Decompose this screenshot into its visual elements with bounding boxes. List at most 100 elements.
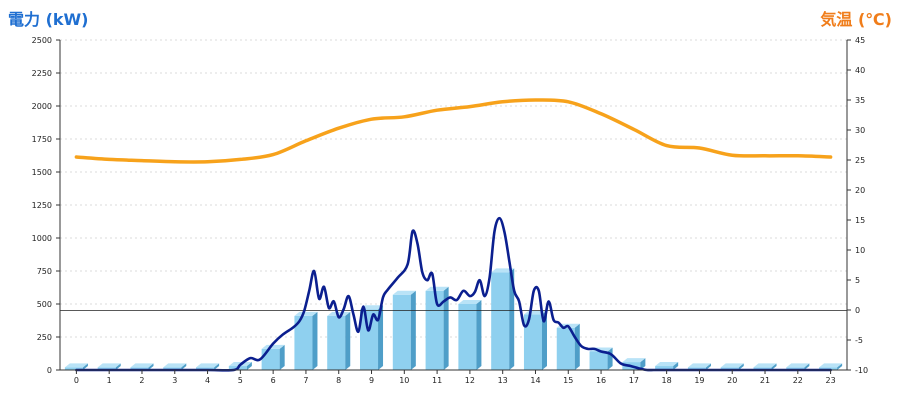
x-tick-label: 9 xyxy=(369,376,374,385)
axes-layer xyxy=(56,39,851,374)
bar xyxy=(130,363,154,370)
bar-side xyxy=(246,362,252,370)
x-tick-label: 23 xyxy=(826,376,836,385)
left-tick-label: 500 xyxy=(37,300,52,309)
bar-top xyxy=(786,363,810,368)
bar xyxy=(655,362,679,370)
bar-front xyxy=(64,367,83,370)
x-tick-label: 13 xyxy=(498,376,508,385)
bar-front xyxy=(163,367,182,370)
bar-front xyxy=(392,294,411,370)
grid-layer xyxy=(60,39,847,338)
right-tick-label: -10 xyxy=(855,366,868,375)
bar-top xyxy=(97,363,121,368)
left-tick-label: 2000 xyxy=(32,102,52,111)
bar-top xyxy=(655,362,679,367)
x-tick-label: 6 xyxy=(271,376,276,385)
x-tick-label: 12 xyxy=(465,376,475,385)
bar-top xyxy=(163,363,187,368)
bar-side xyxy=(509,268,515,370)
bar-front xyxy=(523,314,542,370)
bar xyxy=(720,363,744,370)
bar-side xyxy=(115,363,121,370)
bar-top xyxy=(392,290,416,295)
bar-front xyxy=(786,367,805,370)
bar-side xyxy=(148,363,154,370)
bar xyxy=(360,305,384,370)
bar-front xyxy=(196,367,215,370)
left-tick-label: 1750 xyxy=(32,135,52,144)
left-tick-label: 2500 xyxy=(32,36,52,45)
bar-side xyxy=(574,323,580,370)
bar-side xyxy=(279,344,285,370)
left-axis-title: 電力 (kW) xyxy=(8,10,89,29)
bar-side xyxy=(345,311,351,370)
bar-front xyxy=(97,367,116,370)
bar-front xyxy=(589,351,608,370)
x-tick-label: 1 xyxy=(107,376,112,385)
bar xyxy=(753,363,777,370)
bar-front xyxy=(294,315,313,370)
x-tick-label: 14 xyxy=(530,376,540,385)
bar-front xyxy=(819,367,838,370)
bar-side xyxy=(738,363,744,370)
x-tick-label: 18 xyxy=(662,376,672,385)
right-tick-label: -5 xyxy=(855,336,863,345)
bar xyxy=(491,268,515,370)
bar-side xyxy=(541,310,547,370)
bar-side xyxy=(410,290,416,370)
bar xyxy=(687,363,711,370)
left-tick-label: 2250 xyxy=(32,69,52,78)
bar-front xyxy=(130,367,149,370)
bar-side xyxy=(804,363,810,370)
right-tick-label: 0 xyxy=(855,306,860,315)
right-tick-label: 20 xyxy=(855,186,865,195)
x-tick-label: 19 xyxy=(694,376,704,385)
bar-front xyxy=(491,272,510,370)
x-tick-label: 15 xyxy=(563,376,573,385)
bar xyxy=(261,344,285,370)
power-line xyxy=(75,216,832,372)
x-tick-label: 22 xyxy=(793,376,803,385)
power-line-layer xyxy=(75,216,832,372)
x-tick-label: 8 xyxy=(336,376,341,385)
bar xyxy=(64,363,88,370)
bar-front xyxy=(261,348,280,370)
bar xyxy=(327,311,351,370)
right-tick-label: 45 xyxy=(855,36,865,45)
bar-side xyxy=(82,363,88,370)
bar-top xyxy=(261,344,285,349)
bar-top xyxy=(753,363,777,368)
bar-top xyxy=(196,363,220,368)
bar-side xyxy=(673,362,679,370)
left-tick-label: 1500 xyxy=(32,168,52,177)
bar xyxy=(163,363,187,370)
bar-front xyxy=(687,367,706,370)
bar-top xyxy=(360,305,384,310)
bar-side xyxy=(771,363,777,370)
x-tick-label: 2 xyxy=(139,376,144,385)
right-tick-label: 35 xyxy=(855,96,865,105)
bar-top xyxy=(294,311,318,316)
bar-top xyxy=(720,363,744,368)
bar-top xyxy=(458,300,482,304)
bars-layer xyxy=(64,268,843,370)
bar-front xyxy=(458,304,477,370)
right-tick-label: 5 xyxy=(855,276,860,285)
bar-side xyxy=(214,363,220,370)
right-axis-title: 気温 (℃) xyxy=(820,10,892,29)
bar-front xyxy=(655,366,674,370)
x-tick-label: 16 xyxy=(596,376,606,385)
x-tick-label: 10 xyxy=(399,376,409,385)
bar-side xyxy=(181,363,187,370)
bar xyxy=(294,311,318,370)
bar-side xyxy=(476,300,482,370)
bar-front xyxy=(556,327,575,370)
x-tick-label: 11 xyxy=(432,376,442,385)
right-tick-label: 15 xyxy=(855,216,865,225)
left-tick-label: 750 xyxy=(37,267,52,276)
bar-side xyxy=(705,363,711,370)
bar-top xyxy=(64,363,88,368)
left-tick-label: 0 xyxy=(47,366,52,375)
